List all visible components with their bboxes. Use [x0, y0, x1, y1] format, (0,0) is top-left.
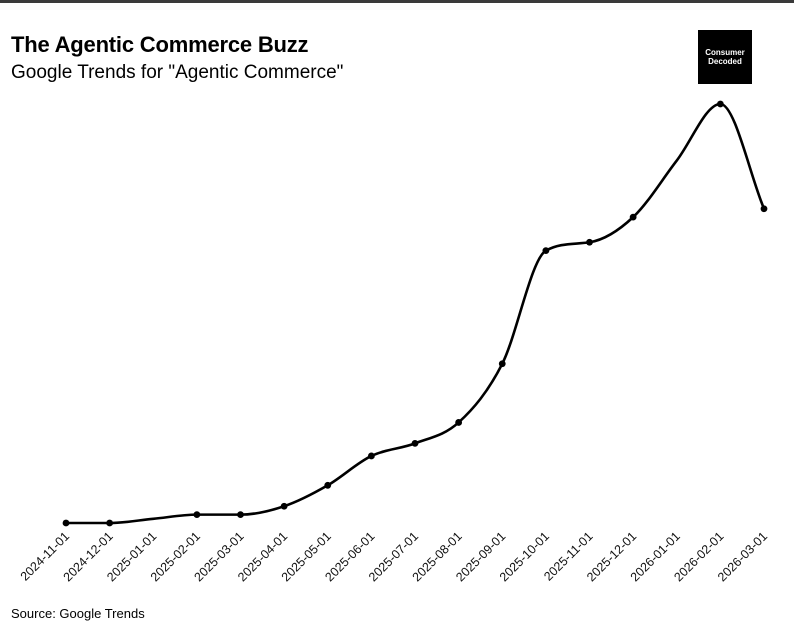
- data-point: [542, 247, 550, 255]
- data-point: [586, 238, 593, 246]
- data-point: [455, 419, 463, 426]
- data-point: [760, 205, 768, 213]
- chart-title: The Agentic Commerce Buzz: [11, 32, 309, 57]
- data-point: [411, 439, 419, 447]
- logo-line-1: Consumer: [705, 48, 745, 57]
- top-rule: [0, 0, 794, 3]
- source-note: Source: Google Trends: [11, 606, 145, 621]
- logo-line-2: Decoded: [708, 57, 742, 66]
- consumer-decoded-logo: Consumer Decoded: [698, 30, 752, 84]
- data-point: [629, 213, 637, 221]
- data-point: [237, 511, 244, 519]
- data-point: [62, 519, 70, 527]
- data-point: [367, 452, 375, 460]
- data-point: [716, 100, 724, 108]
- line-layer: [64, 102, 766, 525]
- data-point: [324, 481, 332, 489]
- data-point: [106, 519, 114, 527]
- data-point: [280, 502, 288, 510]
- point-layer: [62, 100, 768, 527]
- chart-subtitle: Google Trends for "Agentic Commerce": [11, 62, 344, 83]
- series-line: [64, 102, 766, 525]
- x-axis-ticks: 2024-11-012024-12-012025-01-012025-02-01…: [18, 529, 770, 584]
- data-point: [498, 360, 506, 368]
- data-point: [193, 511, 201, 519]
